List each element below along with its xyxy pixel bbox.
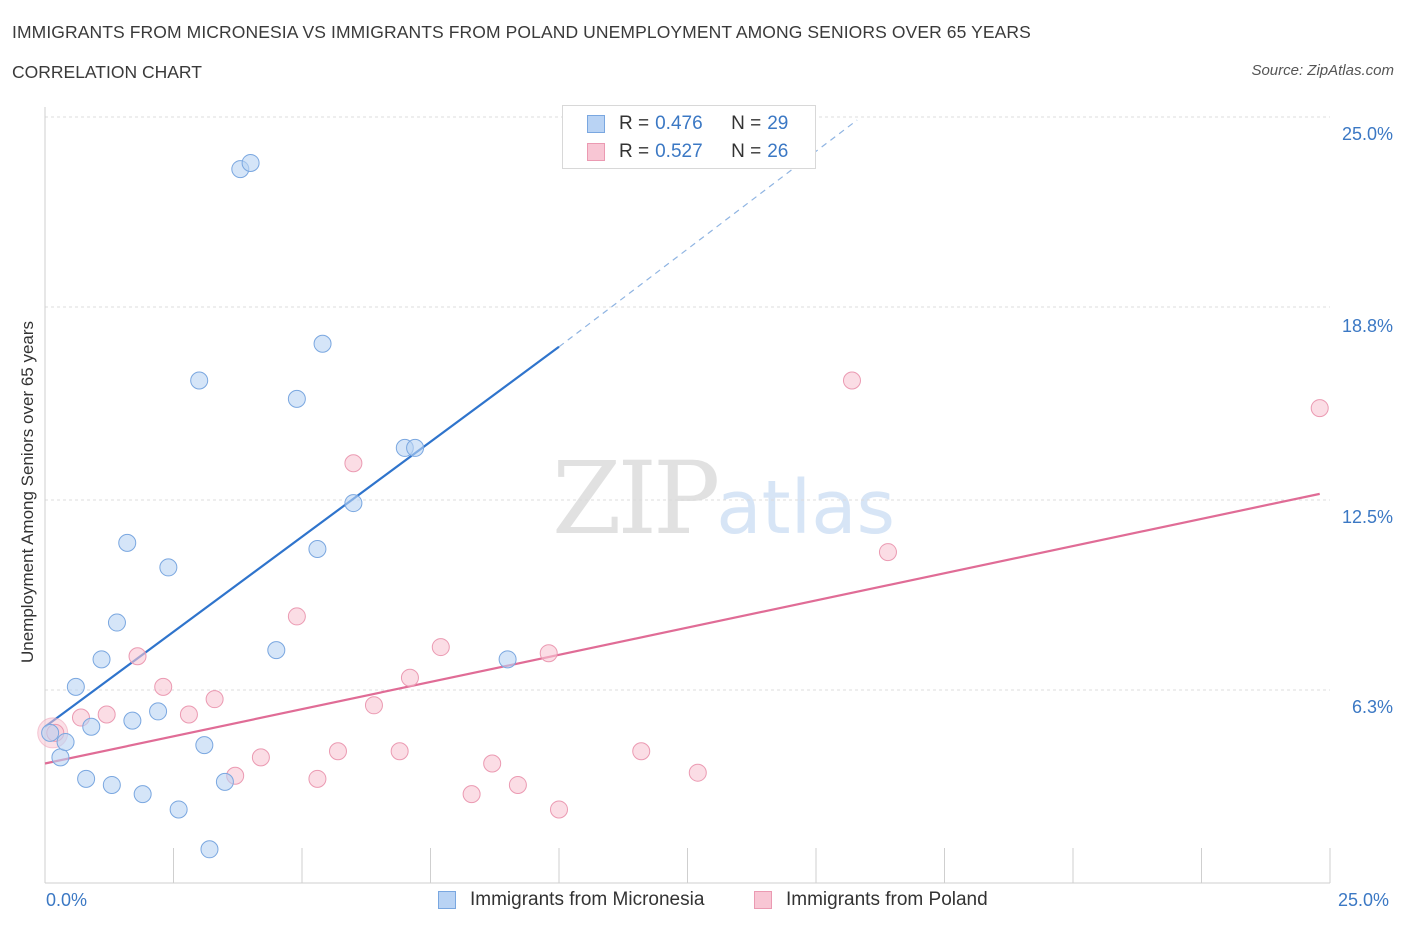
data-point-poland bbox=[878, 543, 897, 562]
data-point-poland bbox=[688, 763, 707, 782]
trend-lines bbox=[44, 119, 1320, 765]
data-point-micronesia bbox=[241, 153, 260, 172]
data-point-micronesia bbox=[344, 494, 363, 513]
data-point-poland bbox=[842, 371, 861, 390]
data-point-poland bbox=[431, 638, 450, 657]
chart-title: IMMIGRANTS FROM MICRONESIA VS IMMIGRANTS… bbox=[12, 22, 1031, 42]
legend-r-label: R = bbox=[619, 113, 650, 134]
data-point-poland bbox=[539, 644, 558, 663]
data-point-poland bbox=[400, 668, 419, 687]
data-point-micronesia bbox=[195, 736, 214, 755]
data-point-poland bbox=[205, 690, 224, 709]
watermark-atlas: atlas bbox=[716, 465, 896, 551]
data-point-micronesia bbox=[215, 772, 234, 791]
x-tick-label-max: 25.0% bbox=[1338, 890, 1390, 910]
data-point-micronesia bbox=[66, 677, 85, 696]
data-point-micronesia bbox=[123, 711, 142, 730]
data-point-micronesia bbox=[41, 723, 60, 742]
source-label: Source: ZipAtlas.com bbox=[1251, 62, 1394, 79]
data-point-poland bbox=[1310, 399, 1329, 418]
data-point-poland bbox=[328, 742, 347, 761]
data-point-micronesia bbox=[169, 800, 188, 819]
bottom-legend-label-poland: Immigrants from Poland bbox=[786, 889, 988, 910]
data-point-micronesia bbox=[287, 389, 306, 408]
grid-lines bbox=[45, 116, 1330, 691]
data-point-poland bbox=[179, 705, 198, 724]
data-point-poland bbox=[462, 785, 481, 804]
data-point-micronesia bbox=[190, 371, 209, 390]
data-point-poland bbox=[287, 607, 306, 626]
x-tick-label-min: 0.0% bbox=[46, 890, 88, 910]
data-point-poland bbox=[632, 742, 651, 761]
data-point-micronesia bbox=[267, 641, 286, 660]
data-point-micronesia bbox=[107, 613, 126, 632]
bottom-legend-poland: Immigrants from Poland bbox=[754, 889, 988, 911]
legend-r-label: R = bbox=[619, 141, 650, 162]
data-point-micronesia bbox=[56, 733, 75, 752]
data-point-poland bbox=[308, 769, 327, 788]
zipatlas-watermark: ZIPatlas bbox=[552, 440, 895, 557]
legend-n-value: 29 bbox=[767, 113, 789, 134]
legend-r-value: 0.476 bbox=[655, 113, 703, 134]
data-point-micronesia bbox=[102, 775, 121, 794]
data-point-poland bbox=[251, 748, 270, 767]
data-point-micronesia bbox=[92, 650, 111, 669]
trend-line-micronesia bbox=[44, 345, 560, 728]
stats-legend: R = 0.476 N = 29 R = 0.527 N = 26 bbox=[562, 105, 816, 169]
data-points bbox=[37, 153, 1329, 859]
y-tick-label-25-0: 25.0% bbox=[1341, 124, 1393, 144]
data-point-poland bbox=[483, 754, 502, 773]
data-point-micronesia bbox=[200, 840, 219, 859]
bottom-legend-swatch-micronesia bbox=[438, 891, 456, 909]
data-point-micronesia bbox=[159, 558, 178, 577]
data-point-poland bbox=[154, 677, 173, 696]
watermark-zip: ZIP bbox=[552, 440, 720, 557]
y-tick-label-6-3: 6.3% bbox=[1351, 697, 1393, 717]
y-tick-label-18-8: 18.8% bbox=[1341, 316, 1393, 336]
legend-swatch-micronesia bbox=[587, 115, 605, 133]
legend-n-label: N = bbox=[731, 141, 762, 162]
data-point-poland bbox=[390, 742, 409, 761]
data-point-micronesia bbox=[118, 533, 137, 552]
data-point-micronesia bbox=[308, 540, 327, 559]
data-point-micronesia bbox=[77, 769, 96, 788]
data-point-micronesia bbox=[133, 785, 152, 804]
data-point-micronesia bbox=[313, 334, 332, 353]
data-point-poland bbox=[364, 696, 383, 715]
trend-line-poland bbox=[44, 492, 1320, 765]
y-tick-label-12-5: 12.5% bbox=[1341, 507, 1393, 527]
data-point-poland bbox=[128, 647, 147, 666]
legend-swatch-poland bbox=[587, 143, 605, 161]
bottom-legend-micronesia: Immigrants from Micronesia bbox=[438, 889, 704, 911]
legend-row-micronesia: R = 0.476 N = 29 bbox=[587, 112, 788, 136]
data-point-poland bbox=[550, 800, 568, 819]
chart-subtitle: CORRELATION CHART bbox=[12, 62, 202, 82]
bottom-legend-swatch-poland bbox=[754, 891, 772, 909]
axes bbox=[44, 107, 1331, 884]
legend-row-poland: R = 0.527 N = 26 bbox=[587, 140, 788, 164]
data-point-micronesia bbox=[82, 717, 101, 736]
data-point-micronesia bbox=[498, 650, 517, 669]
data-point-poland bbox=[344, 454, 363, 473]
data-point-poland bbox=[508, 775, 527, 794]
data-point-micronesia bbox=[406, 438, 425, 457]
data-point-micronesia bbox=[51, 748, 70, 767]
y-axis-label: Unemployment Among Seniors over 65 years bbox=[18, 320, 37, 664]
data-point-poland bbox=[97, 705, 116, 724]
legend-r-value: 0.527 bbox=[655, 141, 703, 162]
legend-n-value: 26 bbox=[767, 141, 789, 162]
data-point-micronesia bbox=[149, 702, 168, 721]
legend-n-label: N = bbox=[731, 113, 762, 134]
bottom-legend-label-micronesia: Immigrants from Micronesia bbox=[470, 889, 705, 910]
